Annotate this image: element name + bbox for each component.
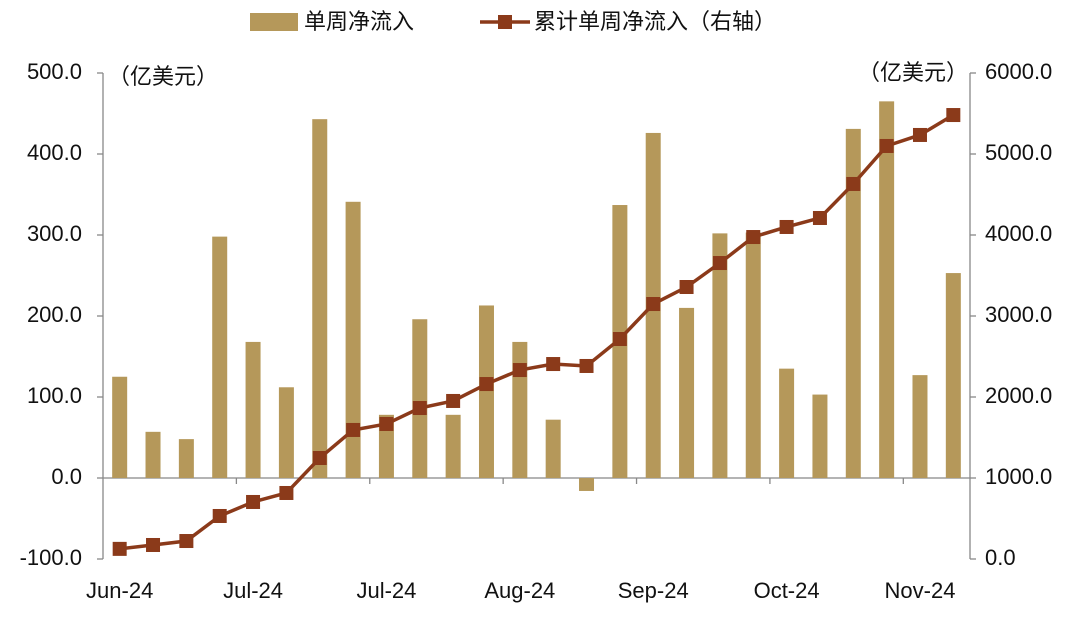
- bar: [712, 233, 728, 478]
- line-marker: [446, 393, 461, 408]
- y-tick-label: 100.0: [27, 383, 82, 408]
- y-tick-label: 400.0: [27, 140, 82, 165]
- line-marker: [212, 508, 227, 523]
- line-marker: [879, 138, 894, 153]
- line-marker: [412, 401, 427, 416]
- line-marker: [479, 377, 494, 392]
- line-marker: [512, 363, 527, 378]
- bar: [779, 368, 795, 478]
- bar: [145, 431, 161, 478]
- line-marker: [646, 297, 661, 312]
- y2-tick-label: 5000.0: [985, 140, 1052, 165]
- line-marker: [579, 358, 594, 373]
- bar: [112, 376, 128, 478]
- legend-swatch: [250, 13, 298, 31]
- line-marker: [846, 176, 861, 191]
- x-tick-label: Aug-24: [484, 578, 555, 603]
- line-marker: [346, 422, 361, 437]
- line-marker: [779, 219, 794, 234]
- line-marker: [112, 541, 127, 556]
- bar: [679, 307, 695, 478]
- line-marker: [746, 230, 761, 245]
- x-tick-label: Jun-24: [86, 578, 153, 603]
- bar: [845, 128, 861, 478]
- bar: [745, 232, 761, 478]
- y-tick-label: 300.0: [27, 221, 82, 246]
- x-tick-label: Nov-24: [885, 578, 956, 603]
- bar: [445, 414, 461, 478]
- y-tick-label: 200.0: [27, 302, 82, 327]
- line-marker: [379, 416, 394, 431]
- y2-unit: （亿美元）: [858, 60, 968, 85]
- bar: [545, 419, 561, 478]
- line-marker: [179, 534, 194, 549]
- bar: [412, 319, 428, 478]
- x-tick-label: Sep-24: [618, 578, 689, 603]
- y-tick-label: 500.0: [27, 59, 82, 84]
- bar: [312, 119, 328, 479]
- bar: [278, 387, 294, 478]
- y2-tick-label: 4000.0: [985, 221, 1052, 246]
- bar: [945, 273, 961, 478]
- y2-tick-label: 3000.0: [985, 302, 1052, 327]
- y-unit: （亿美元）: [108, 64, 218, 89]
- line-marker: [246, 494, 261, 509]
- bar: [245, 341, 261, 478]
- y2-tick-label: 6000.0: [985, 59, 1052, 84]
- bar: [212, 236, 228, 478]
- line-marker: [812, 210, 827, 225]
- x-tick-label: Jul-24: [356, 578, 416, 603]
- bar: [178, 439, 194, 478]
- y-tick-label: -100.0: [20, 545, 82, 570]
- line-marker: [679, 280, 694, 295]
- line-marker: [279, 485, 294, 500]
- x-tick-label: Jul-24: [223, 578, 283, 603]
- y2-tick-label: 0.0: [985, 545, 1016, 570]
- y2-tick-label: 1000.0: [985, 464, 1052, 489]
- bar: [812, 394, 828, 478]
- y-tick-label: 0.0: [51, 464, 82, 489]
- bar: [879, 101, 895, 478]
- legend-marker: [498, 15, 512, 29]
- line-marker: [946, 108, 961, 123]
- line-marker: [546, 357, 561, 372]
- legend-label: 累计单周净流入（右轴）: [534, 9, 776, 34]
- bar: [512, 341, 528, 478]
- line-marker: [312, 450, 327, 465]
- x-tick-label: Oct-24: [754, 578, 820, 603]
- line: [119, 113, 955, 551]
- y2-tick-label: 2000.0: [985, 383, 1052, 408]
- line-marker: [612, 332, 627, 347]
- line-marker: [912, 127, 927, 142]
- bar: [478, 305, 494, 478]
- line-marker: [146, 537, 161, 552]
- legend-label: 单周净流入: [304, 9, 414, 34]
- line-marker: [712, 256, 727, 271]
- bar: [579, 478, 595, 491]
- bar: [345, 201, 361, 479]
- bar: [912, 375, 928, 478]
